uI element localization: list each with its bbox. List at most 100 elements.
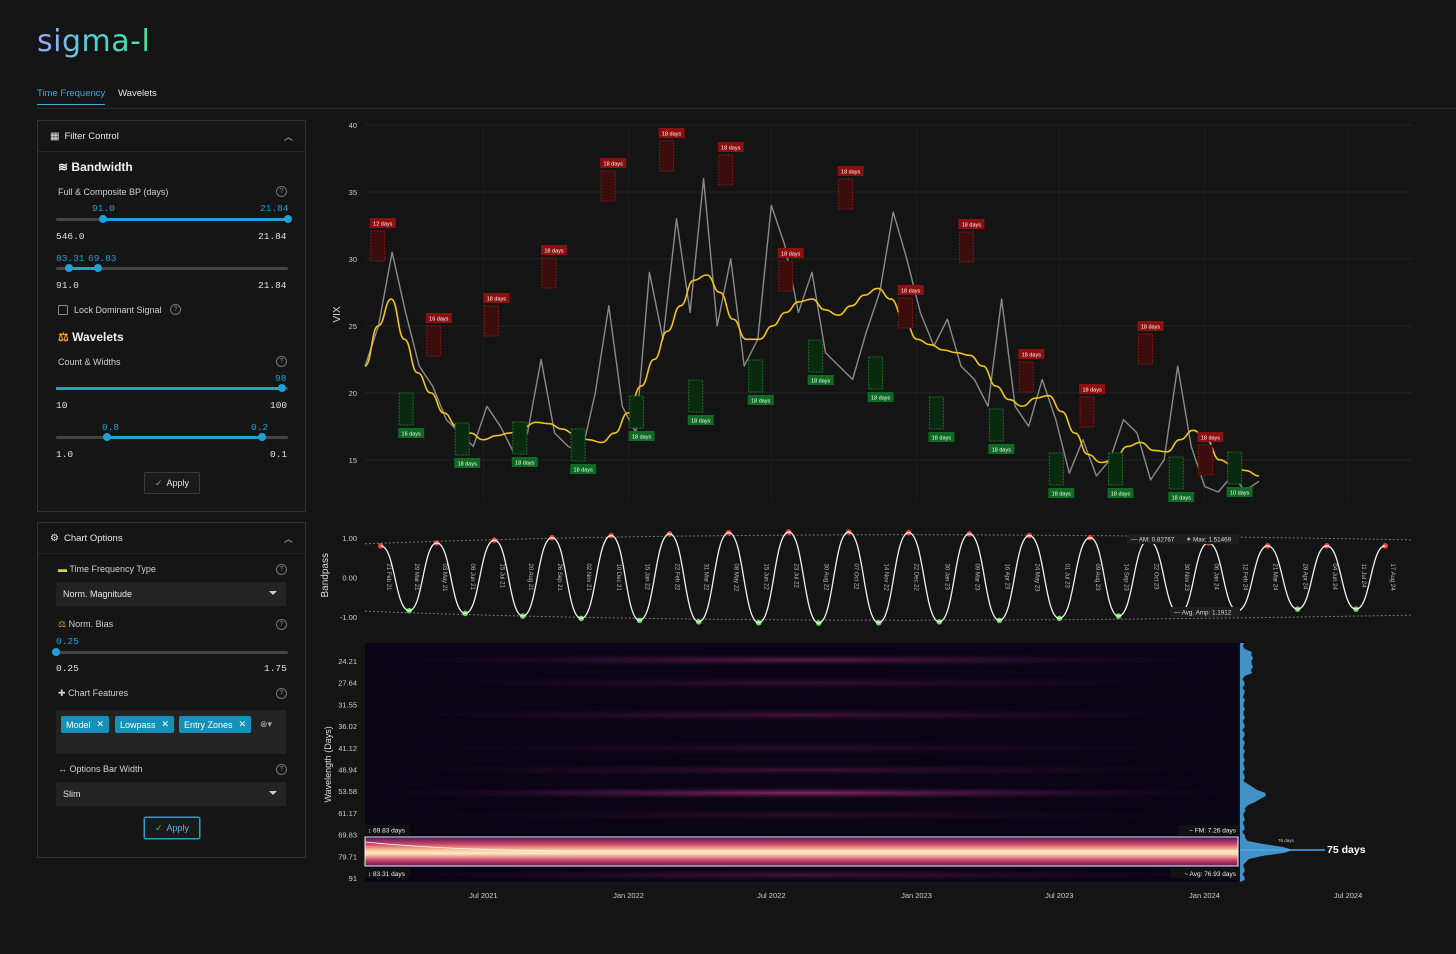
width-slider[interactable] [56,433,288,441]
bandwidth-label: Full & Composite BP (days) [58,187,169,197]
bp-trough-dot [996,617,1003,624]
bp-slider1-left-value: 91.0 [92,203,115,214]
trough-label: 18 days [1172,496,1192,502]
heatmap-energy-band [365,742,1238,754]
price-tick-label: 15 [349,456,357,465]
trough-label: 18 days [574,468,594,474]
bp-cycle-date: 17 Aug 24 [1389,564,1395,592]
bp-slider1-left-handle[interactable] [99,215,107,223]
chip-model[interactable]: Model ✕ [61,716,110,733]
width-slider-left-handle[interactable] [103,433,111,441]
help-icon[interactable]: ? [276,688,287,699]
peak-label: 18 days [1082,388,1102,394]
peak-label-box [1197,432,1224,442]
tf-type-select[interactable]: Norm. Magnitude [56,582,286,606]
trough-label: 10 days [1230,491,1250,497]
count-slider-min: 10 [56,400,68,411]
trough-label-box [807,375,834,385]
price-tick-label: 20 [349,389,357,398]
filter-control-header[interactable]: ▦ Filter Control ︿ [38,121,305,152]
filter-apply-button[interactable]: ✓ Apply [144,472,200,494]
heatmap-tick-label: 41.12 [338,744,357,753]
bp-cycle-date: 10 Dec 21 [615,564,621,592]
trough-label: 18 days [458,462,478,468]
chart-options-header[interactable]: ⚙ Chart Options ︿ [38,523,305,554]
bp-cycle-date: 30 Nov 23 [1183,564,1189,592]
help-icon[interactable]: ? [276,356,287,367]
bias-slider-handle[interactable] [52,648,60,656]
count-slider[interactable] [56,384,288,392]
bias-min: 0.25 [56,663,79,674]
peak-entry-zone [370,230,386,262]
trough-label: 18 days [515,461,535,467]
peak-entry-zone [1197,444,1213,476]
bp-peak-dot [785,529,792,535]
bp-tick-label: 1.00 [342,534,357,543]
tab-time-frequency[interactable]: Time Frequency [37,88,106,105]
peak-label: 18 days [962,223,982,229]
features-multiselect[interactable]: Model ✕ Lowpass ✕ Entry Zones ✕ ⊗▾ [56,710,286,754]
chevron-up-icon[interactable]: ︿ [283,131,293,142]
bp-slider2-right-handle[interactable] [94,264,102,272]
chip-entry-zones-label: Entry Zones [184,719,233,730]
avg-amp-box [1170,607,1240,617]
bp-slider2[interactable] [56,264,288,272]
bias-slider[interactable] [52,648,288,656]
bp-cycle-date: 30 Jan 23 [943,564,949,591]
trough-label-box [1048,488,1075,498]
bp-peak-dot [377,543,384,549]
avg-label: ~ Avg: 76.93 days [1184,871,1236,878]
width-slider-right-handle[interactable] [258,433,266,441]
trough-label: 18 days [871,396,891,402]
trough-entry-zone [1168,456,1184,490]
bp-trough-dot [755,619,762,626]
chevron-up-icon[interactable]: ︿ [283,533,293,544]
width-slider-min: 1.0 [56,449,74,460]
bp-slider1-right-handle[interactable] [284,215,292,223]
bp-lower-envelope [364,610,1413,621]
bias-value: 0.25 [56,636,79,647]
dominant-band-centerline [364,841,1238,852]
app-logo: sigma-l [37,24,151,59]
chip-entry-zones[interactable]: Entry Zones ✕ [179,716,252,733]
bias-max: 1.75 [264,663,287,674]
time-tick-label: Jul 2023 [1045,891,1073,900]
bp-cycle-date: 21 Mar 24 [1272,564,1278,592]
options-apply-button[interactable]: ✓ Apply [144,817,200,839]
wavelength-histogram [1240,643,1293,882]
clear-all-icon[interactable]: ⊗▾ [260,719,273,729]
bp-slider2-max: 21.84 [258,280,287,291]
bp-peak-dot [1323,543,1330,549]
peak-label-box [1018,349,1045,359]
peak-entry-zone [600,170,616,202]
chip-lowpass[interactable]: Lowpass ✕ [115,716,175,733]
plus-icon: ✚ [58,688,66,698]
bp-slider1[interactable] [56,215,292,223]
trough-entry-zone [1048,452,1064,486]
close-icon[interactable]: ✕ [238,719,247,729]
help-icon[interactable]: ? [276,186,287,197]
tab-wavelets[interactable]: Wavelets [118,88,157,99]
help-icon[interactable]: ? [276,619,287,630]
trough-label-box [570,464,597,474]
bp-slider2-left-handle[interactable] [65,264,73,272]
help-icon[interactable]: ? [170,304,181,315]
help-icon[interactable]: ? [276,564,287,575]
tf-type-label-text: Time Frequency Type [69,564,156,574]
help-icon[interactable]: ? [276,764,287,775]
trough-entry-zone [398,392,414,426]
count-slider-handle[interactable] [278,384,286,392]
bp-trough-dot [406,607,412,614]
lock-dominant-label: Lock Dominant Signal [74,305,162,315]
filter-control-panel: ▦ Filter Control ︿ ≋ Bandwidth Full & Co… [37,120,306,512]
lock-dominant-checkbox[interactable] [58,305,68,315]
bar-width-select[interactable]: Slim [56,782,286,806]
width-slider-max: 0.1 [270,449,288,460]
trough-entry-zone [988,408,1004,442]
bp-cycle-date: 21 Feb 21 [385,564,391,592]
close-icon[interactable]: ✕ [96,719,105,729]
peak-label-box [483,293,510,303]
close-icon[interactable]: ✕ [161,719,170,729]
trough-entry-zone [570,428,586,462]
arrows-icon: ↔ [58,764,67,774]
